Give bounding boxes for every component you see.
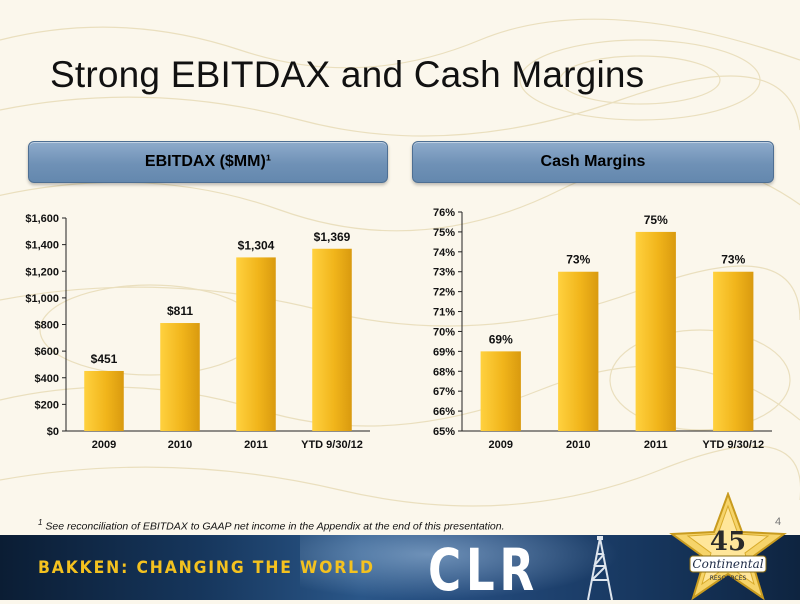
y-tick-label: $1,200 xyxy=(25,266,59,278)
data-label: 73% xyxy=(721,253,745,267)
x-tick-label: YTD 9/30/12 xyxy=(702,439,764,451)
y-tick-label: 65% xyxy=(433,426,455,438)
badge-number: 45 xyxy=(710,527,746,557)
y-tick-label: 73% xyxy=(433,267,455,279)
data-label: 69% xyxy=(489,332,513,346)
x-tick-label: YTD 9/30/12 xyxy=(301,439,363,451)
x-tick-label: 2011 xyxy=(244,439,268,451)
bar-2010 xyxy=(558,271,599,431)
bar-ytd93012 xyxy=(312,248,352,431)
y-tick-label: 69% xyxy=(433,346,455,358)
y-tick-label: 72% xyxy=(433,287,455,299)
data-label: $1,304 xyxy=(238,238,275,252)
y-tick-label: $1,400 xyxy=(25,240,59,252)
y-tick-label: 75% xyxy=(433,227,455,239)
footer-banner xyxy=(0,535,800,600)
clr-logo: CLR xyxy=(428,536,539,604)
ebitdax-header: EBITDAX ($MM)¹ xyxy=(28,141,388,183)
y-tick-label: 70% xyxy=(433,326,455,338)
page-number: 4 xyxy=(775,516,782,528)
data-label: 73% xyxy=(566,253,590,267)
cash-margins-bar-chart: 65% 66% 67% 68% 69% 70% 71% 72% 73% 74% 75% 76% 69% 2… xyxy=(433,207,772,451)
y-tick-label: 68% xyxy=(433,366,455,378)
bar-2010 xyxy=(160,323,200,431)
page-title: Strong EBITDAX and Cash Margins xyxy=(50,54,645,95)
data-label: 75% xyxy=(644,213,668,227)
banner-sky xyxy=(300,535,620,600)
y-tick-label: 66% xyxy=(433,406,455,418)
bar-2011 xyxy=(635,231,676,431)
x-tick-label: 2009 xyxy=(489,439,513,451)
footnote-text: See reconciliation of EBITDAX to GAAP ne… xyxy=(45,520,505,533)
ebitdax-bar-chart: $0 $200 $400 $600 $800 $1,000 $1,200 $1,400 $1,6… xyxy=(25,213,370,451)
y-tick-label: $400 xyxy=(35,373,59,385)
data-label: $1,369 xyxy=(314,230,351,244)
cash-margins-header: Cash Margins xyxy=(412,141,774,183)
data-label: $451 xyxy=(91,352,118,366)
y-tick-label: $200 xyxy=(35,399,59,411)
x-tick-label: 2010 xyxy=(566,439,590,451)
bar-2011 xyxy=(236,257,276,431)
y-tick-label: $0 xyxy=(47,426,59,438)
y-tick-label: $600 xyxy=(35,346,59,358)
bar-2009 xyxy=(480,351,521,431)
y-tick-label: 71% xyxy=(433,307,455,319)
data-label: $811 xyxy=(167,304,193,318)
badge-text: Continental xyxy=(692,557,763,571)
bar-2009 xyxy=(84,370,124,431)
badge-subtext: RESOURCES xyxy=(710,575,747,582)
x-tick-label: 2010 xyxy=(168,439,192,451)
bar-ytd93012 xyxy=(713,271,754,431)
banner-tagline: BAKKEN: CHANGING THE WORLD xyxy=(38,558,375,578)
y-tick-label: 67% xyxy=(433,386,455,398)
footnote-marker: 1 xyxy=(38,518,43,527)
x-tick-label: 2009 xyxy=(92,439,116,451)
y-tick-label: 74% xyxy=(433,247,455,259)
drilling-rig-icon xyxy=(587,536,613,600)
y-tick-label: $1,000 xyxy=(25,293,59,305)
y-tick-label: $1,600 xyxy=(25,213,59,225)
continental-resources-badge-icon: 45 Continental RESOURCES xyxy=(669,492,787,600)
y-tick-label: $800 xyxy=(35,320,59,332)
y-tick-label: 76% xyxy=(433,207,455,219)
footnote: 1 See reconciliation of EBITDAX to GAAP … xyxy=(38,518,505,533)
x-tick-label: 2011 xyxy=(644,439,668,451)
